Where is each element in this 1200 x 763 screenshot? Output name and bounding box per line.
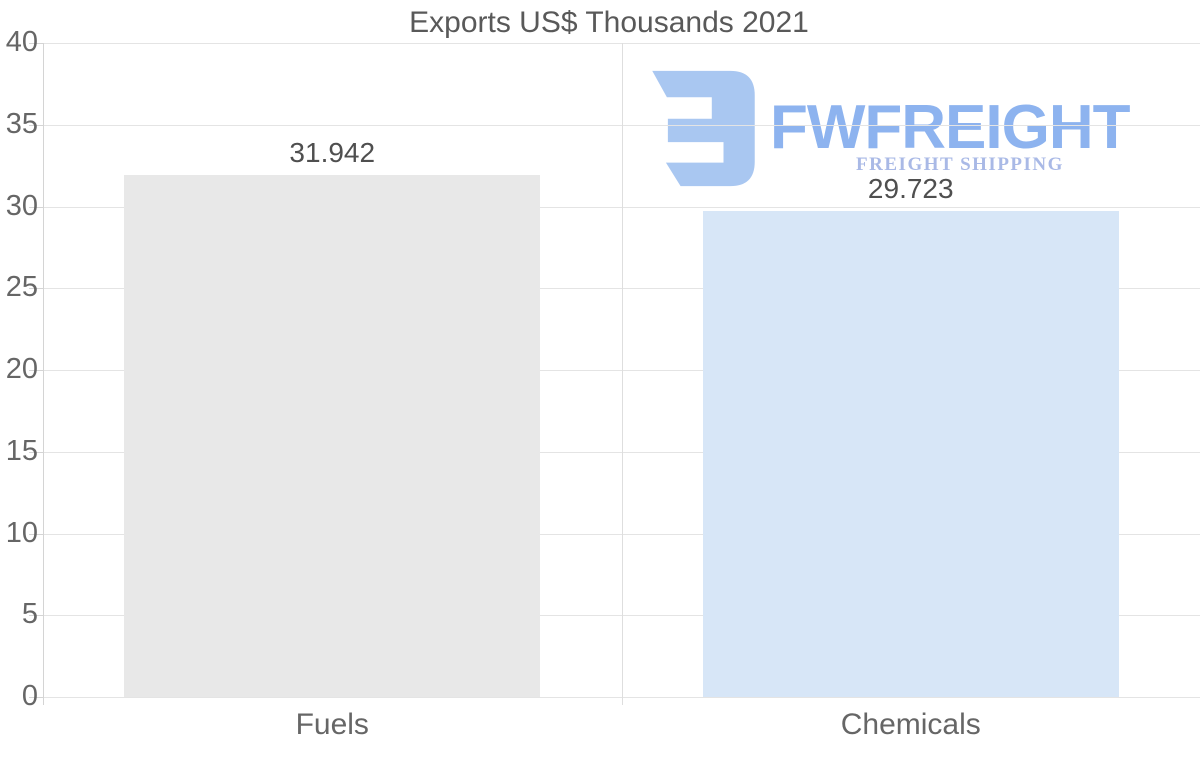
- bar-fuels: [124, 174, 541, 697]
- y-axis-tick: [29, 288, 43, 290]
- y-tick-label: 10: [5, 516, 38, 549]
- fwfreight-logo-icon: [652, 70, 755, 187]
- category-separator-gridline: [621, 43, 623, 705]
- y-tick-label: 15: [5, 434, 38, 467]
- y-axis-tick: [29, 615, 43, 617]
- y-tick-label: 0: [21, 680, 38, 712]
- y-axis-tick: [29, 43, 43, 44]
- y-tick-label: 40: [5, 26, 38, 58]
- y-tick-label: 35: [5, 107, 38, 140]
- data-label-fuels: 31.942: [289, 136, 376, 168]
- y-axis-line: [43, 43, 44, 705]
- category-label-fuels: Fuels: [295, 708, 369, 741]
- watermark-tagline-text: FREIGHT SHIPPING: [856, 154, 1064, 175]
- chart-title: Exports US$ Thousands 2021: [409, 6, 809, 39]
- y-axis-tick: [29, 451, 43, 453]
- y-tick-label: 20: [5, 353, 38, 385]
- y-tick-label: 30: [5, 189, 38, 222]
- category-label-chemicals: Chemicals: [840, 708, 981, 741]
- y-axis-tick: [29, 370, 43, 371]
- bar-chemicals: [702, 211, 1119, 697]
- y-axis-tick: [29, 124, 43, 126]
- y-tick-label: 5: [21, 598, 38, 631]
- y-axis-tick: [29, 533, 43, 535]
- data-label-chemicals: 29.723: [867, 173, 954, 205]
- y-axis-tick: [29, 697, 43, 698]
- watermark-brand-text: FWFREIGHT: [770, 93, 1131, 162]
- y-tick-label: 25: [5, 271, 38, 304]
- y-axis-tick: [29, 206, 43, 208]
